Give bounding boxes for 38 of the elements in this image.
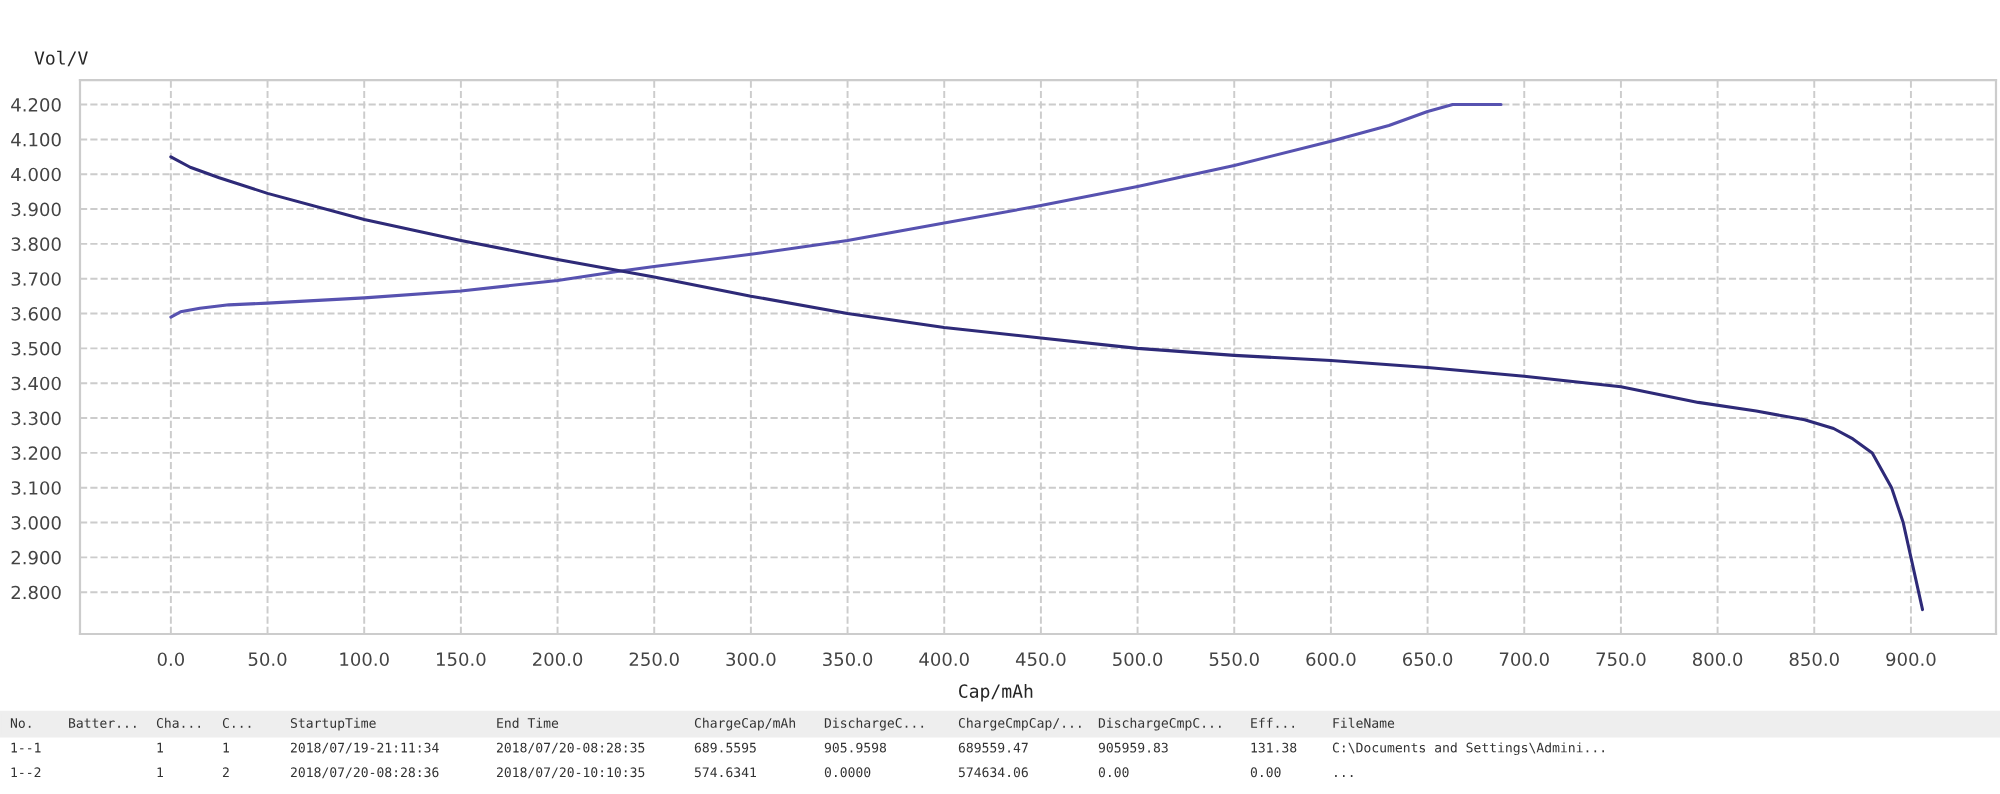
y-tick-label: 3.200 xyxy=(11,446,61,460)
line-series xyxy=(169,155,1925,612)
x-tick-label: 600.0 xyxy=(1306,652,1356,667)
y-tick-label: 3.600 xyxy=(11,307,61,321)
line-series xyxy=(169,103,1503,319)
x-tick-label: 50.0 xyxy=(248,652,287,667)
x-tick-label: 550.0 xyxy=(1209,652,1259,667)
x-tick-label: 450.0 xyxy=(1015,652,1066,667)
y-tick-label: 4.100 xyxy=(11,132,61,147)
x-tick-label: 150.0 xyxy=(437,652,486,667)
y-tick-label: 4.200 xyxy=(11,98,61,112)
y-tick-label: 4.000 xyxy=(11,167,61,182)
x-tick-label: 900.0 xyxy=(1886,652,1936,667)
x-tick-label: 200.0 xyxy=(533,652,583,667)
y-tick-label: 3.000 xyxy=(11,516,61,530)
y-tick-label: 3.100 xyxy=(11,481,61,495)
x-tick-label: 250.0 xyxy=(629,652,679,667)
y-tick-label: 3.500 xyxy=(11,341,61,356)
y-tick-label: 2.900 xyxy=(11,550,61,565)
x-tick-label: 0.0 xyxy=(157,652,185,667)
x-tick-label: 750.0 xyxy=(1596,652,1646,667)
y-axis-title: Vol/V xyxy=(34,50,88,67)
y-tick-label: 3.800 xyxy=(11,237,61,252)
x-tick-label: 700.0 xyxy=(1499,652,1549,667)
x-tick-label: 650.0 xyxy=(1403,652,1453,667)
y-tick-label: 3.900 xyxy=(11,202,61,217)
y-tick-label: 2.800 xyxy=(11,585,61,600)
x-tick-label: 100.0 xyxy=(340,652,389,667)
x-axis-title: Cap/mAh xyxy=(959,683,1033,702)
y-tick-label: 3.300 xyxy=(11,411,61,426)
y-tick-label: 3.400 xyxy=(11,376,61,391)
x-tick-label: 300.0 xyxy=(726,652,776,667)
y-tick-label: 3.700 xyxy=(11,272,61,286)
x-tick-label: 800.0 xyxy=(1692,652,1743,667)
x-tick-label: 500.0 xyxy=(1113,652,1163,667)
x-tick-label: 850.0 xyxy=(1789,652,1839,667)
x-tick-label: 400.0 xyxy=(919,652,969,667)
x-tick-label: 350.0 xyxy=(823,652,873,667)
